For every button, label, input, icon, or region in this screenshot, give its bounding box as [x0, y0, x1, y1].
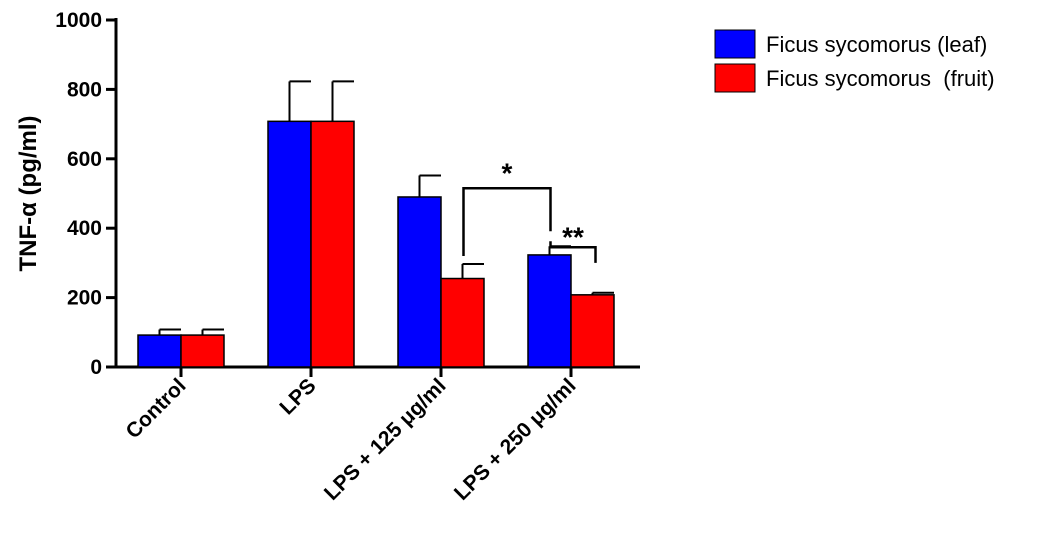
x-tick-label: LPS + 250 μg/ml: [450, 374, 581, 505]
significance-label: **: [562, 221, 584, 252]
bar: [137, 334, 182, 368]
y-axis-label: TNF-α (pg/ml): [15, 115, 42, 271]
y-tick-label: 0: [90, 356, 102, 379]
bar: [180, 334, 225, 368]
bar: [570, 294, 615, 368]
x-tick-label: LPS: [275, 374, 320, 419]
legend-swatch: [714, 63, 756, 93]
y-tick-label: 600: [67, 148, 102, 171]
y-tick-label: 800: [67, 78, 102, 101]
legend-label: Ficus sycomorus (leaf): [766, 32, 987, 57]
x-tick-label: LPS + 125 μg/ml: [320, 374, 451, 505]
significance-label: *: [502, 157, 513, 188]
plot-area: 0 200 400 600 800 1000 TNF-α (pg/ml) Control LPS…: [15, 9, 640, 505]
x-tick-label: Control: [121, 374, 190, 443]
bar: [397, 196, 442, 368]
bar: [440, 277, 485, 368]
y-tick-label: 1000: [55, 9, 102, 32]
bar: [527, 254, 572, 368]
legend: Ficus sycomorus (leaf) Ficus sycomorus (f…: [714, 29, 995, 93]
y-tick-label: 400: [67, 217, 102, 240]
significance-bracket: [462, 187, 552, 256]
bar: [267, 120, 312, 368]
legend-label: Ficus sycomorus (fruit): [766, 66, 995, 91]
significance-bracket: [549, 241, 597, 263]
bar: [310, 120, 355, 368]
legend-swatch: [714, 29, 756, 59]
y-tick-label: 200: [67, 287, 102, 310]
